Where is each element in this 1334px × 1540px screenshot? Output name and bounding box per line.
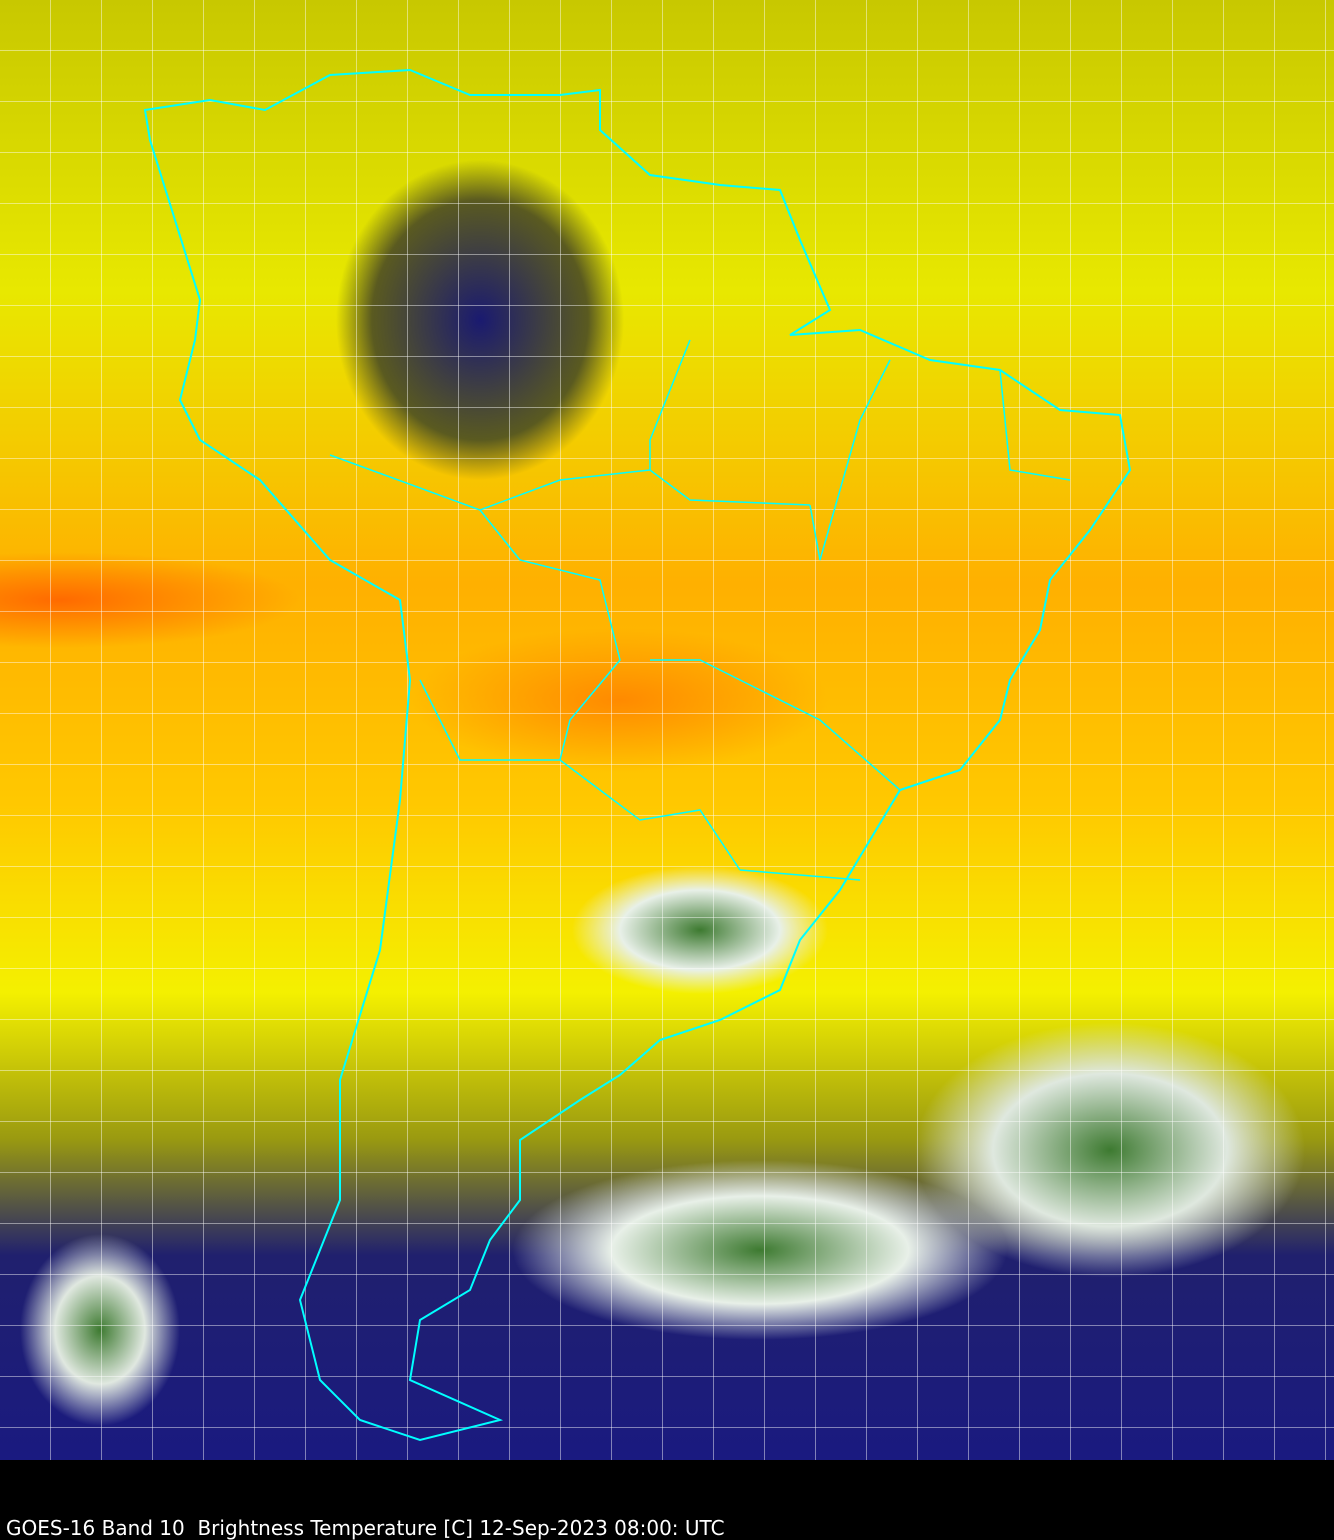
satellite-imagery xyxy=(0,0,1334,1460)
image-caption: GOES-16 Band 10 Brightness Temperature [… xyxy=(6,1516,725,1540)
internal-borders xyxy=(329,339,1071,881)
country-borders xyxy=(143,68,1132,1442)
continent-outline xyxy=(143,68,1132,1442)
